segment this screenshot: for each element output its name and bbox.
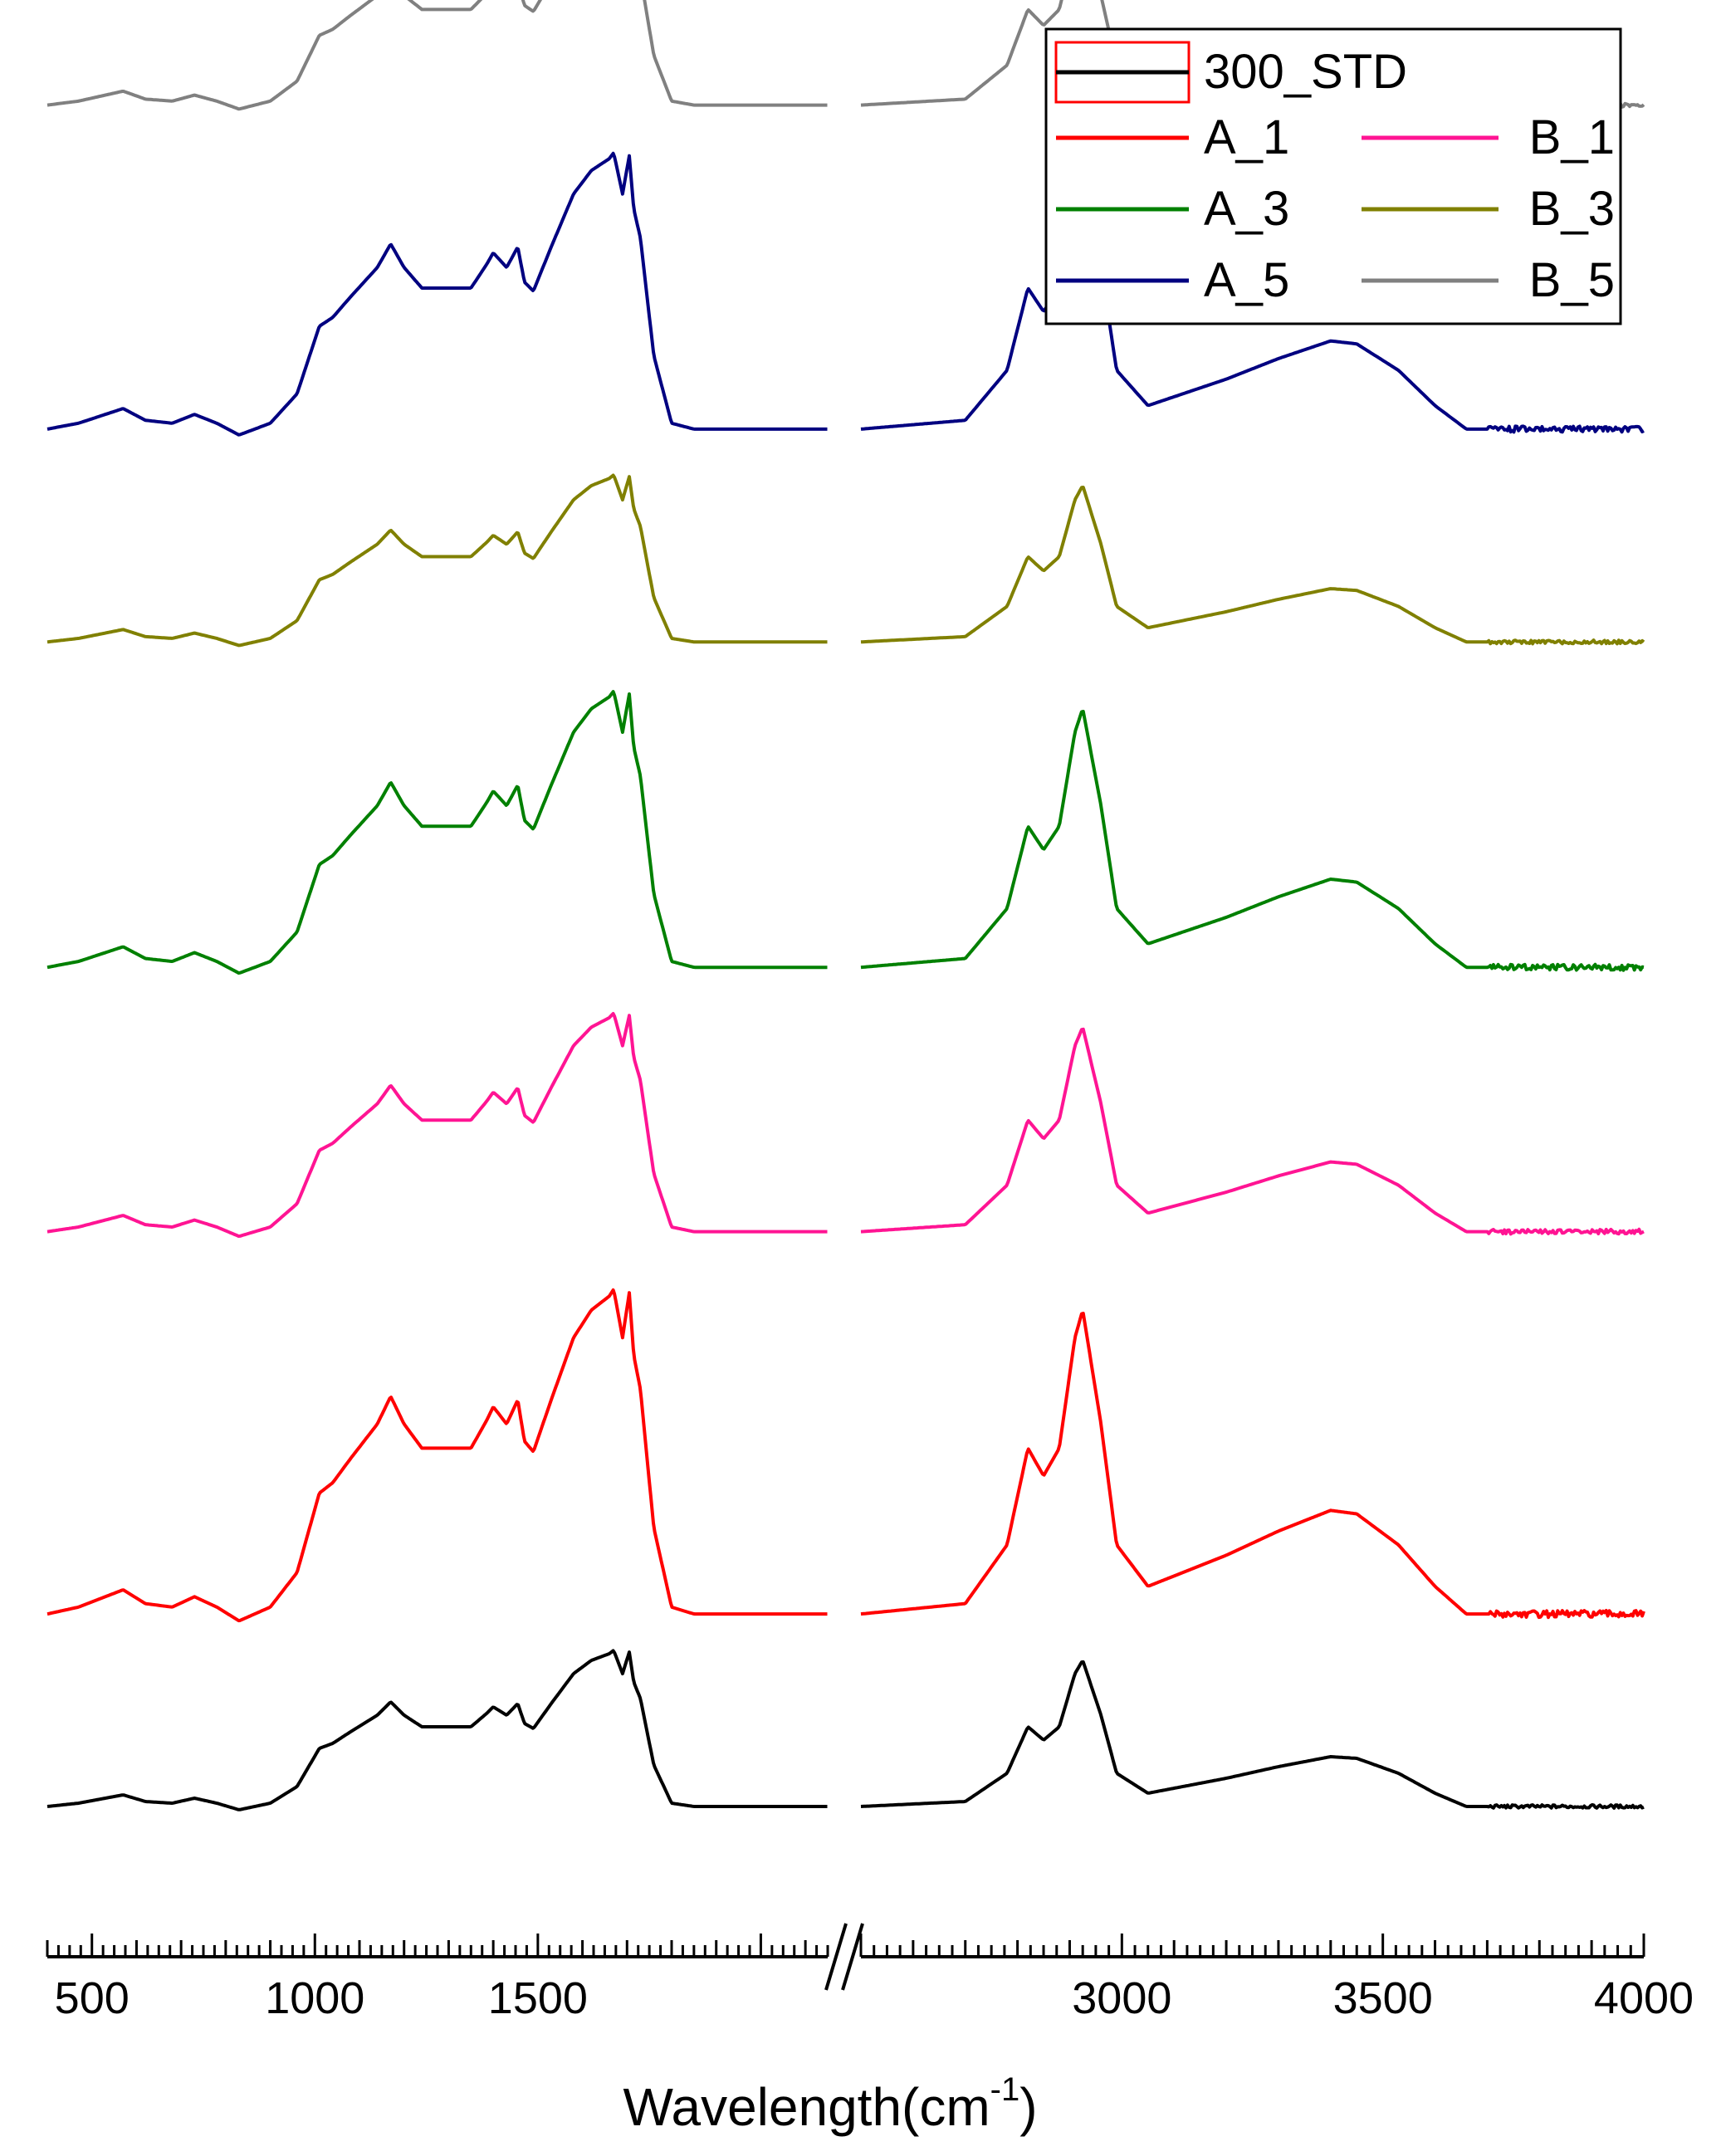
series-line-b-5-seg1 bbox=[46, 0, 828, 111]
legend-label: A_5 bbox=[1204, 253, 1289, 307]
series-300-std bbox=[46, 1649, 1645, 1811]
series-a-3 bbox=[46, 690, 1645, 975]
legend-label: B_1 bbox=[1529, 110, 1615, 164]
x-ticks bbox=[46, 1934, 1645, 1957]
x-tick-label: 1500 bbox=[488, 1973, 588, 2023]
x-axis-title-suffix: ) bbox=[1019, 2077, 1037, 2137]
series-a-5 bbox=[46, 151, 1645, 437]
series-line-300-std-seg1 bbox=[46, 1649, 828, 1811]
legend-label: B_5 bbox=[1529, 253, 1615, 307]
x-axis-title-superscript: -1 bbox=[990, 2071, 1020, 2108]
series-line-a-5-seg1 bbox=[46, 151, 828, 437]
series-b-3 bbox=[46, 473, 1645, 648]
x-tick-label: 500 bbox=[55, 1973, 130, 2023]
legend-item-b-1: B_1 bbox=[1362, 110, 1615, 164]
x-tick-labels: 500 1000 1500 3000 3500 4000 bbox=[55, 1973, 1694, 2023]
legend-box bbox=[1044, 27, 1622, 325]
legend-item-a-5: A_5 bbox=[1056, 253, 1289, 307]
axis-break-slash-2 bbox=[841, 1923, 864, 1991]
series-line-b-3-seg1 bbox=[46, 473, 828, 648]
legend-item-a-3: A_3 bbox=[1056, 182, 1289, 236]
legend-item-300-std: 300_STD bbox=[1054, 41, 1407, 104]
series-line-a-1-seg1 bbox=[46, 1288, 828, 1623]
series-line-b-1-seg2 bbox=[860, 1027, 1645, 1236]
axis-break-slash-1 bbox=[824, 1923, 848, 1991]
legend-item-b-3: B_3 bbox=[1362, 182, 1615, 236]
legend-label: A_1 bbox=[1204, 110, 1289, 164]
x-axis-title: Wavelength(cm-1) bbox=[623, 2071, 1037, 2137]
legend-label: B_3 bbox=[1529, 182, 1615, 236]
legend-label: A_3 bbox=[1204, 182, 1289, 236]
series-line-300-std-seg2 bbox=[860, 1660, 1645, 1810]
series-b-1 bbox=[46, 1012, 1645, 1238]
x-axis-title-main: Wavelength(cm bbox=[623, 2077, 990, 2137]
legend-label: 300_STD bbox=[1204, 45, 1407, 99]
series-line-b-1-seg1 bbox=[46, 1012, 828, 1238]
x-tick-label: 3000 bbox=[1072, 1973, 1171, 2023]
legend-item-b-5: B_5 bbox=[1362, 253, 1615, 307]
x-axis: 500 1000 1500 3000 3500 4000 Wavelength(cm-1) bbox=[46, 1923, 1694, 2137]
x-tick-label: 3500 bbox=[1333, 1973, 1433, 2023]
x-tick-label: 4000 bbox=[1594, 1973, 1694, 2023]
legend: 300_STD A_1 B_1 A_3 B_3 A_5 B_5 bbox=[1044, 27, 1622, 325]
series-line-a-5-seg2 bbox=[860, 171, 1645, 434]
series-line-b-3-seg2 bbox=[860, 486, 1645, 646]
legend-item-a-1: A_1 bbox=[1056, 110, 1289, 164]
axis-break-mark bbox=[824, 1923, 864, 1991]
series-line-a-1-seg2 bbox=[860, 1312, 1645, 1620]
series-a-1 bbox=[46, 1288, 1645, 1623]
series-line-a-3-seg1 bbox=[46, 690, 828, 975]
x-tick-label: 1000 bbox=[265, 1973, 364, 2023]
series-line-a-3-seg2 bbox=[860, 710, 1645, 972]
